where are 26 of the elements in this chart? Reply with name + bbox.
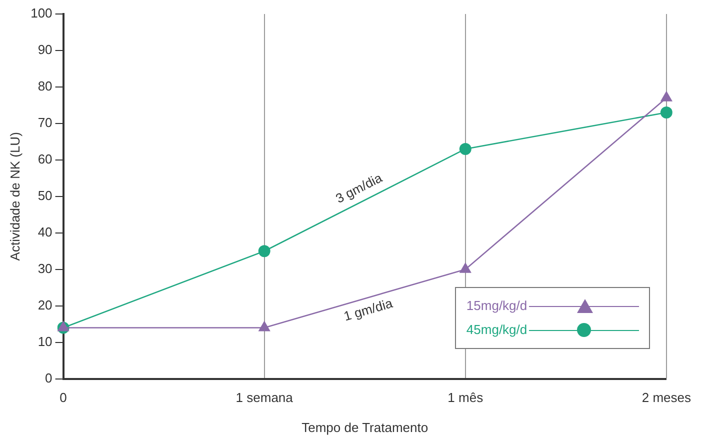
y-tick-label: 50	[38, 188, 52, 203]
point	[459, 262, 472, 273]
point	[258, 320, 270, 332]
x-tick-label: 2 meses	[642, 390, 692, 406]
y-tick-label: 0	[45, 370, 52, 386]
y-tick-label: 60	[38, 152, 52, 166]
point	[459, 142, 472, 155]
y-tick-label: 30	[38, 260, 52, 276]
x-tick-label: 1 mês	[448, 390, 484, 406]
x-tick-label: 1 semana	[236, 390, 294, 406]
point	[660, 106, 672, 118]
y-tick-label: 70	[38, 115, 52, 130]
y-tick-label: 90	[38, 42, 52, 58]
annotation: 1 gm/dia	[342, 295, 395, 324]
y-tick-label: 100	[30, 6, 52, 21]
y-tick-label: 80	[38, 78, 52, 94]
y-tick-label: 10	[38, 334, 52, 349]
series-label: 15mg/kg/d	[466, 298, 528, 314]
legend-frame: 15mg/kg/d 45mg/kg/d	[455, 286, 650, 349]
point	[258, 245, 270, 258]
y-tick-label: 20	[38, 297, 52, 312]
y-axis-title: Actividade de NK (LU)	[7, 132, 22, 261]
point	[57, 320, 70, 332]
x-axis-title: Tempo de Tratamento	[302, 420, 428, 435]
y-tick-label: 40	[38, 224, 52, 240]
x-tick-label: 0	[60, 390, 67, 406]
